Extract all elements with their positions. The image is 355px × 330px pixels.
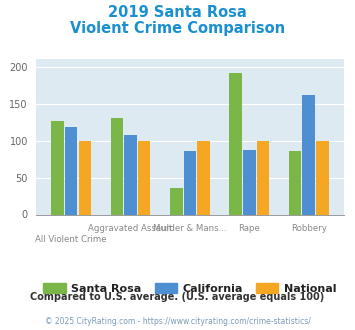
Bar [257,141,269,214]
Bar [78,141,91,214]
Bar [65,127,77,214]
Bar [138,141,151,214]
Text: Violent Crime Comparison: Violent Crime Comparison [70,21,285,36]
Text: All Violent Crime: All Violent Crime [36,235,107,244]
Legend: Santa Rosa, California, National: Santa Rosa, California, National [39,279,341,299]
Text: Aggravated Assault: Aggravated Assault [88,224,173,233]
Text: 2019 Santa Rosa: 2019 Santa Rosa [108,5,247,20]
Bar [51,121,64,214]
Text: Rape: Rape [238,224,260,233]
Bar [289,151,301,214]
Bar [316,141,329,214]
Text: Robbery: Robbery [291,224,327,233]
Text: © 2025 CityRating.com - https://www.cityrating.com/crime-statistics/: © 2025 CityRating.com - https://www.city… [45,317,310,326]
Text: Murder & Mans...: Murder & Mans... [153,224,227,233]
Bar [197,141,210,214]
Bar [170,188,182,214]
Text: Compared to U.S. average. (U.S. average equals 100): Compared to U.S. average. (U.S. average … [31,292,324,302]
Bar [243,150,256,214]
Bar [111,118,123,214]
Bar [302,95,315,214]
Bar [229,73,242,214]
Bar [124,136,137,214]
Bar [184,151,196,214]
